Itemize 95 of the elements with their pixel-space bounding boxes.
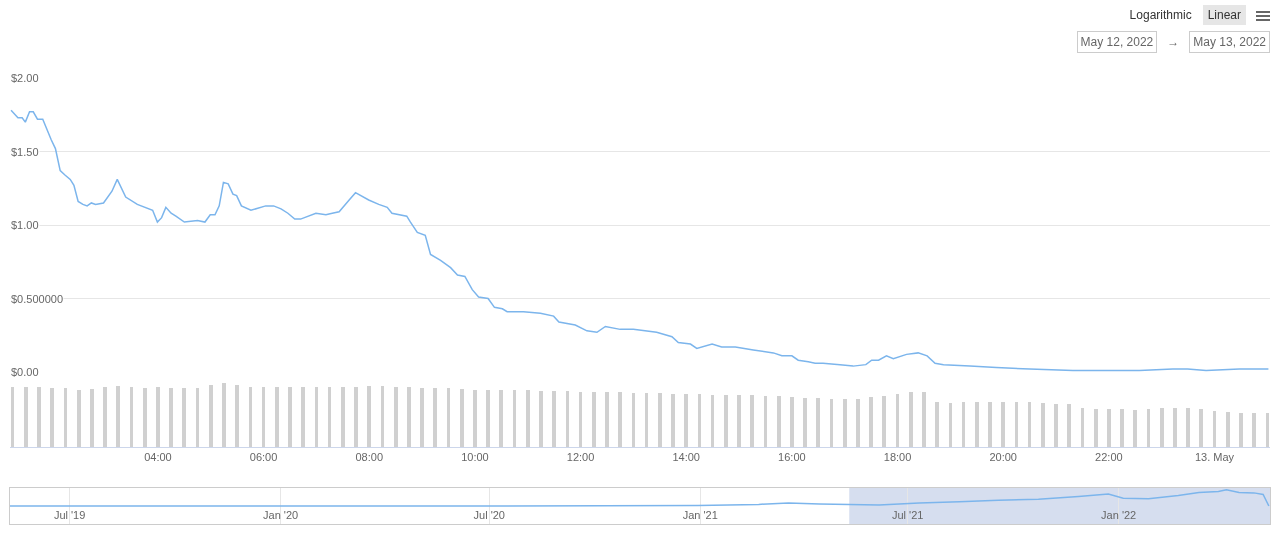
bar — [1040, 403, 1045, 447]
x-tick-label: 16:00 — [778, 451, 806, 464]
bar — [76, 389, 81, 447]
bar — [222, 383, 226, 447]
bar — [1186, 408, 1190, 447]
bar — [525, 390, 530, 447]
bar — [142, 387, 147, 447]
bar — [486, 389, 490, 447]
bar — [988, 401, 992, 447]
y-tick-label: $0.00 — [11, 366, 39, 378]
bar — [1173, 407, 1177, 447]
bar — [816, 397, 821, 447]
x-tick-label: Jan '22 — [1101, 509, 1137, 521]
bar — [974, 402, 979, 447]
text: Linear — [1202, 5, 1246, 25]
text: May 12, 2022 — [1076, 31, 1158, 53]
bar — [922, 391, 926, 447]
y-tick-label: $1.50 — [11, 146, 39, 158]
x-tick-label: 20:00 — [989, 451, 1017, 464]
bar — [737, 395, 741, 447]
bar — [1107, 409, 1111, 447]
text: May 13, 2022 — [1189, 31, 1270, 53]
bar — [671, 393, 675, 447]
bar — [288, 387, 292, 447]
x-tick-label: Jul '21 — [891, 509, 924, 521]
bar — [1199, 408, 1204, 447]
bar — [90, 389, 94, 447]
bar — [908, 392, 913, 447]
x-tick-label: 14:00 — [672, 451, 700, 464]
bar — [420, 387, 424, 447]
bar — [340, 386, 345, 447]
bar — [24, 386, 28, 447]
bar — [367, 385, 372, 447]
x-tick-label: 12:00 — [566, 451, 595, 464]
bar — [882, 396, 887, 447]
bar — [618, 392, 623, 447]
text: → — [1166, 35, 1181, 49]
x-tick-label: Jul '20 — [473, 509, 505, 521]
bar — [473, 389, 477, 447]
bar — [433, 388, 438, 447]
bar — [37, 387, 41, 447]
bar — [50, 387, 55, 447]
bar — [776, 396, 781, 447]
bar — [750, 395, 755, 447]
x-tick-label: Jan '20 — [263, 509, 299, 521]
bar — [724, 394, 728, 447]
bar — [1239, 412, 1243, 447]
bar — [169, 387, 173, 447]
x-tick-label: 22:00 — [1095, 451, 1123, 464]
bar — [407, 387, 411, 447]
bar — [869, 397, 873, 447]
bar — [605, 392, 609, 447]
bar — [1054, 403, 1058, 447]
y-tick-label: $0.500000 — [11, 293, 63, 305]
bar — [684, 394, 689, 447]
x-tick-label: 18:00 — [883, 451, 912, 464]
text: Logarithmic — [1128, 7, 1193, 24]
bar — [1120, 409, 1124, 447]
bar — [1252, 412, 1256, 447]
bar — [116, 385, 121, 447]
bar — [235, 385, 240, 447]
bar — [1067, 404, 1072, 447]
bar — [856, 398, 860, 447]
bar — [552, 390, 556, 447]
bar — [354, 386, 358, 447]
x-tick-label: Jul '19 — [53, 509, 86, 521]
bar — [1133, 410, 1138, 447]
bar — [182, 388, 187, 447]
bar — [591, 391, 596, 447]
bar — [1225, 411, 1230, 447]
x-tick-label: 04:00 — [144, 451, 172, 464]
bar — [657, 392, 662, 447]
bar — [156, 387, 160, 447]
bar — [842, 398, 847, 447]
bar — [393, 386, 398, 447]
x-tick-label: Jan '21 — [682, 509, 718, 521]
bar — [1001, 401, 1006, 447]
bar — [301, 386, 306, 447]
x-tick-label: 06:00 — [249, 451, 278, 464]
x-tick-label: 08:00 — [355, 451, 384, 464]
x-tick-label: 10:00 — [461, 451, 489, 464]
bar — [790, 397, 794, 447]
bar — [274, 386, 279, 447]
bar — [208, 385, 213, 447]
bar — [459, 389, 464, 447]
bar — [935, 402, 940, 447]
bar — [103, 386, 107, 447]
y-tick-label: $2.00 — [11, 72, 39, 84]
x-tick-label: 13. May — [1194, 451, 1235, 464]
bar — [1093, 408, 1098, 447]
bar — [539, 390, 543, 447]
bar — [499, 390, 504, 447]
bar — [1159, 408, 1164, 447]
y-tick-label: $1.00 — [11, 219, 39, 231]
bar — [803, 397, 807, 447]
